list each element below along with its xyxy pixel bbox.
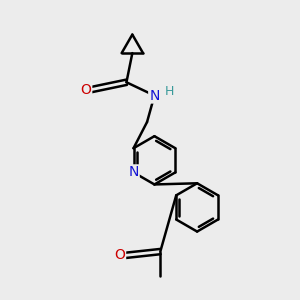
Text: O: O bbox=[80, 82, 91, 97]
Text: H: H bbox=[165, 85, 174, 98]
Text: N: N bbox=[149, 88, 160, 103]
Text: O: O bbox=[114, 248, 125, 262]
Text: N: N bbox=[128, 165, 139, 179]
